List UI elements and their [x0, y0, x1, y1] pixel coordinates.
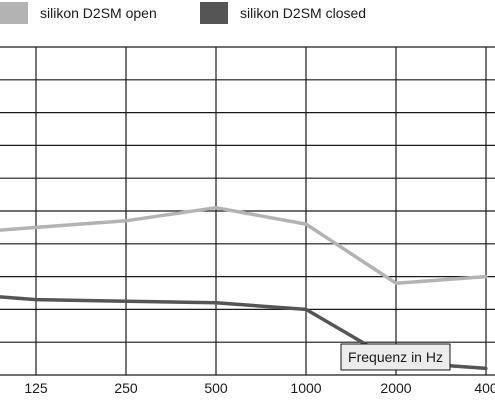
- x-tick-label: 2000: [380, 380, 411, 396]
- x-axis-title-box: [340, 343, 451, 371]
- x-axis-title: Frequenz in Hz: [348, 349, 443, 365]
- data-point-silikon-d2sm-open: [394, 281, 398, 285]
- data-point-silikon-d2sm-open: [214, 206, 218, 210]
- grid: [0, 46, 495, 376]
- legend: silikon D2SM open silikon D2SM closed: [0, 2, 366, 24]
- x-tick-label: 250: [114, 380, 138, 396]
- x-tick-label: 1000: [290, 380, 321, 396]
- x-tick-label: 125: [24, 380, 48, 396]
- x-tick-label: 500: [204, 380, 228, 396]
- x-axis-title-group: Frequenz in Hz: [340, 343, 451, 371]
- data-point-silikon-d2sm-open: [34, 225, 38, 229]
- legend-label: silikon D2SM closed: [240, 5, 366, 21]
- data-point-silikon-d2sm-closed: [304, 307, 308, 311]
- data-point-silikon-d2sm-open: [304, 222, 308, 226]
- data-point-silikon-d2sm-open: [484, 275, 488, 279]
- data-point-silikon-d2sm-open: [124, 219, 128, 223]
- x-tick-label: 400: [474, 380, 495, 396]
- data-point-silikon-d2sm-closed: [214, 301, 218, 305]
- series-line-silikon-d2sm-open: [0, 205, 487, 285]
- legend-swatch: [200, 2, 228, 24]
- data-point-silikon-d2sm-closed: [124, 299, 128, 303]
- legend-label: silikon D2SM open: [40, 5, 157, 21]
- data-point-silikon-d2sm-closed: [34, 297, 38, 302]
- x-tick-labels: 125 250 500 1000 2000 400: [24, 380, 495, 396]
- data-point-silikon-d2sm-closed: [484, 366, 488, 371]
- legend-swatch: [0, 2, 28, 24]
